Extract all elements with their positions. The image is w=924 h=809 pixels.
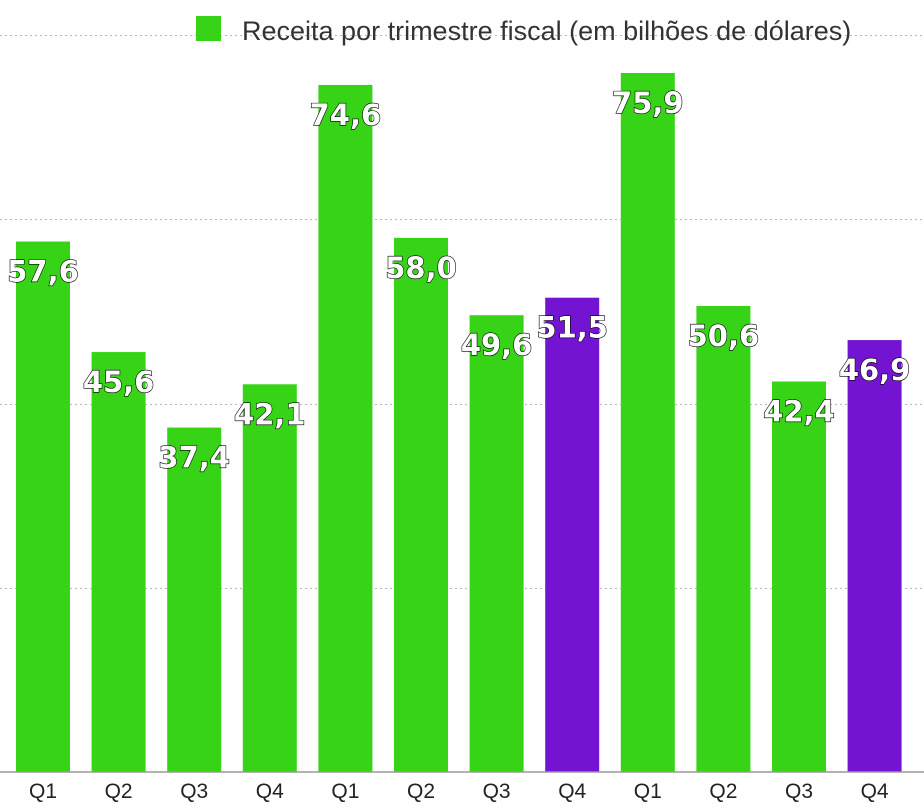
value-label-11: 42,4 [763, 395, 835, 429]
bar-3 [167, 427, 222, 772]
bar-9 [620, 73, 675, 772]
bar-8 [545, 297, 600, 772]
x-tick-label-12: Q4 [861, 780, 889, 803]
value-label-1: 57,6 [7, 255, 79, 289]
x-tick-label-3: Q3 [180, 780, 208, 803]
x-tick-label-7: Q3 [483, 780, 511, 803]
bar-1 [16, 241, 70, 773]
bar-6 [394, 237, 448, 773]
x-tick-label-10: Q2 [709, 780, 737, 803]
legend: Receita por trimestre fiscal (em bilhões… [196, 16, 851, 46]
x-tick-label-2: Q2 [105, 780, 133, 803]
bars [16, 73, 902, 773]
x-tick-label-1: Q1 [29, 780, 57, 803]
value-label-9: 75,9 [612, 86, 684, 120]
value-label-5: 74,6 [310, 98, 382, 132]
legend-swatch [196, 16, 221, 41]
x-tick-labels: Q1 Q2 Q3 Q4 Q1 Q2 Q3 Q4 Q1 Q2 Q3 Q4 [29, 780, 889, 803]
value-label-7: 49,6 [461, 328, 533, 362]
x-tick-label-5: Q1 [331, 780, 359, 803]
x-tick-label-9: Q1 [634, 780, 662, 803]
x-tick-label-11: Q3 [785, 780, 813, 803]
bar-11 [772, 381, 826, 772]
value-label-6: 58,0 [385, 251, 457, 285]
value-label-2: 45,6 [83, 365, 155, 399]
value-label-10: 50,6 [688, 319, 760, 353]
x-tick-label-6: Q2 [407, 780, 435, 803]
bar-10 [696, 306, 751, 772]
value-label-3: 37,4 [158, 441, 230, 475]
bar-2 [91, 352, 146, 772]
bar-5 [318, 84, 373, 772]
gridlines [0, 35, 924, 589]
bar-7 [469, 315, 524, 772]
bar-12 [847, 340, 902, 772]
legend-label: Receita por trimestre fiscal (em bilhões… [242, 16, 851, 46]
value-label-12: 46,9 [839, 353, 911, 387]
x-tick-label-4: Q4 [256, 780, 284, 803]
value-labels: 57,6 45,6 37,442,1 74,6 58,0 49,651,5 75,9 50,6… [7, 85, 911, 475]
x-tick-label-8: Q4 [558, 780, 586, 803]
value-label-4: 42,1 [234, 397, 306, 431]
value-label-8: 51,5 [536, 311, 608, 345]
bar-4 [242, 384, 297, 772]
